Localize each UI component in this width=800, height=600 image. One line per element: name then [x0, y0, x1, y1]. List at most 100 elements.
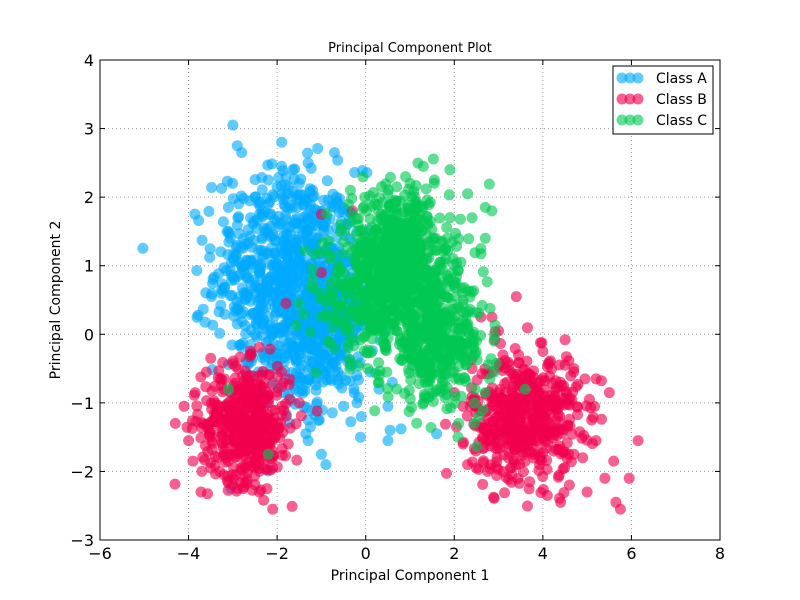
point-class-b: [533, 407, 545, 418]
point-class-a: [280, 171, 292, 183]
x-tick-label: 2: [449, 544, 459, 563]
point-class-a: [236, 260, 248, 272]
point-class-a: [348, 383, 360, 395]
point-class-a: [345, 416, 357, 428]
point-class-c: [354, 289, 366, 301]
point-class-c: [359, 191, 371, 203]
point-class-a: [137, 242, 149, 254]
point-class-c: [413, 213, 425, 225]
point-class-c: [405, 284, 417, 296]
point-class-c: [357, 171, 369, 183]
point-class-b: [555, 496, 567, 508]
point-class-c: [406, 319, 418, 331]
point-class-c: [468, 417, 480, 429]
legend-entry-label: Class A: [656, 71, 707, 87]
point-class-a: [294, 335, 306, 346]
y-tick-labels: −3 −2 −1 0 1 2 3 4: [70, 51, 94, 550]
point-class-b: [505, 404, 517, 416]
point-class-c: [454, 347, 466, 359]
point-class-a: [289, 258, 301, 270]
point-class-b: [499, 487, 510, 499]
point-class-c: [422, 354, 434, 366]
point-class-c: [346, 192, 358, 204]
point-class-c: [367, 187, 379, 198]
point-class-a: [330, 191, 342, 203]
scatter-points: [137, 119, 644, 515]
point-class-a: [273, 305, 285, 317]
point-class-c: [377, 306, 389, 318]
point-class-a: [222, 225, 234, 237]
point-class-a: [235, 341, 247, 353]
point-class-c: [262, 448, 274, 460]
point-class-c: [369, 405, 381, 417]
point-class-c: [358, 331, 370, 343]
point-class-c: [327, 321, 338, 333]
legend-marker: [624, 114, 636, 126]
point-class-b: [264, 343, 276, 355]
point-class-b: [295, 410, 307, 422]
x-tick-label: −4: [177, 544, 201, 563]
point-class-c: [310, 367, 322, 379]
point-class-a: [293, 177, 305, 189]
point-class-c: [386, 243, 398, 255]
point-class-b: [245, 349, 257, 361]
point-class-b: [286, 500, 298, 512]
point-class-b: [291, 454, 303, 466]
point-class-b: [217, 419, 229, 430]
point-class-c: [373, 369, 385, 381]
point-class-c: [440, 253, 452, 265]
point-class-a: [304, 421, 316, 433]
point-class-a: [234, 291, 245, 303]
point-class-c: [339, 287, 351, 299]
point-class-b: [280, 398, 292, 410]
point-class-a: [217, 278, 228, 290]
point-class-b: [536, 337, 548, 349]
point-class-c: [390, 202, 402, 214]
point-class-c: [429, 244, 441, 256]
point-class-c: [479, 387, 491, 399]
point-class-b: [246, 433, 258, 445]
point-class-b: [218, 469, 230, 481]
point-class-a: [395, 423, 407, 435]
point-class-a: [191, 311, 203, 323]
point-class-c: [406, 333, 418, 345]
point-class-a: [310, 384, 322, 396]
point-class-c: [353, 306, 365, 318]
point-class-b: [280, 297, 292, 309]
point-class-b: [572, 409, 584, 421]
point-class-a: [262, 198, 274, 210]
point-class-a: [312, 143, 324, 154]
point-class-b: [564, 420, 576, 432]
point-class-b: [487, 416, 499, 428]
point-class-a: [217, 216, 229, 228]
point-class-c: [402, 199, 414, 211]
point-class-b: [543, 356, 555, 368]
point-class-a: [231, 239, 243, 251]
point-class-c: [458, 372, 470, 383]
point-class-b: [253, 456, 265, 468]
point-class-b: [250, 385, 262, 397]
point-class-b: [560, 351, 572, 363]
point-class-c: [459, 318, 471, 330]
point-class-b: [488, 491, 500, 503]
y-tick-label: −3: [70, 531, 94, 550]
point-class-b: [603, 387, 615, 399]
point-class-c: [417, 397, 429, 409]
point-class-b: [524, 476, 536, 488]
point-class-b: [614, 503, 626, 515]
point-class-a: [255, 292, 267, 303]
point-class-a: [222, 201, 234, 213]
point-class-b: [539, 375, 551, 387]
point-class-c: [427, 153, 439, 165]
point-class-b: [498, 393, 510, 405]
point-class-b: [282, 438, 294, 450]
point-class-a: [382, 400, 394, 412]
point-class-b: [522, 500, 533, 512]
y-tick-label: 4: [84, 51, 94, 70]
point-class-c: [422, 379, 434, 391]
point-class-c: [314, 247, 326, 259]
point-class-b: [562, 395, 574, 406]
point-class-c: [402, 268, 414, 280]
point-class-c: [414, 239, 426, 251]
point-class-a: [191, 265, 203, 276]
